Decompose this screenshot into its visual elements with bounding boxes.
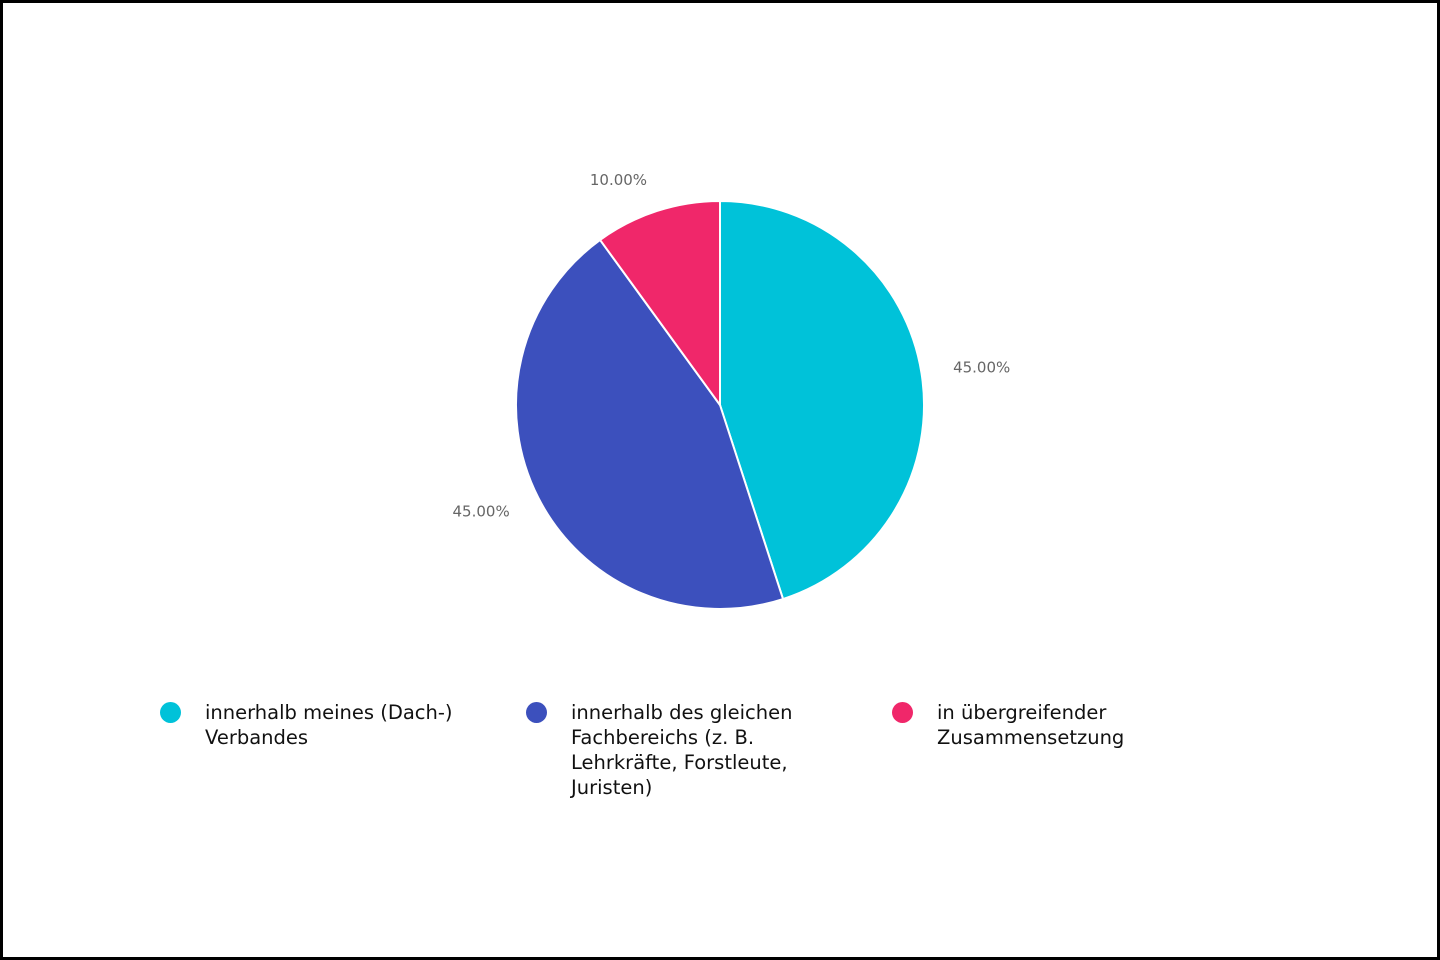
legend-label: in übergreifender Zusammensetzung <box>937 701 1125 749</box>
pie-slice-2[interactable] <box>515 238 785 610</box>
pie-data-label-1: 45.00% <box>953 359 1010 377</box>
legend-label: innerhalb des gleichen Fachbereichs (z. … <box>571 701 793 799</box>
legend-swatch-blue <box>526 702 547 723</box>
pie-slices <box>515 200 925 610</box>
pie-slice-1[interactable] <box>719 200 925 601</box>
pie-data-label-2: 45.00% <box>453 503 510 521</box>
legend-swatch-pink <box>892 702 913 723</box>
pie-data-label-3: 10.00% <box>590 171 647 189</box>
pie-slice-3[interactable] <box>599 200 721 406</box>
legend-swatch-cyan <box>160 702 181 723</box>
pie-data-labels: 45.00% 45.00% 10.00% <box>453 171 1011 521</box>
legend-label: innerhalb meines (Dach-) Verbandes <box>205 701 453 749</box>
